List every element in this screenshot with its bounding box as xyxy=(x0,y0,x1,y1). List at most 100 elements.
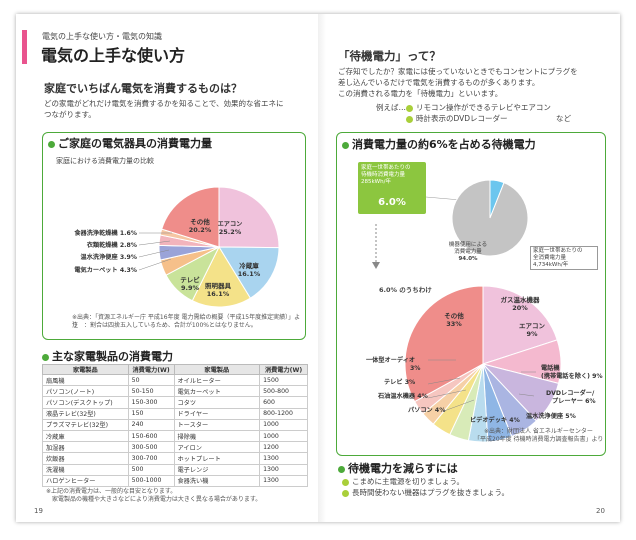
watt-cell: 300-500 xyxy=(127,441,175,454)
appliance-cell: オイルヒーター xyxy=(173,373,261,387)
watt-cell: 50-150 xyxy=(127,385,175,398)
appliance-cell: 加湿器 xyxy=(42,441,129,454)
pct-tv: 9.9% xyxy=(181,284,200,292)
watt-cell: 1300 xyxy=(259,474,308,487)
example-2: 時計表示のDVDレコーダー xyxy=(406,113,508,124)
watt-cell: 240 xyxy=(127,418,175,431)
label-toilet-seat: 温水洗浄便座 3.9% xyxy=(81,253,137,261)
table-row: パソコン(デスクトップ) 150-300 コタツ 600 xyxy=(42,396,308,409)
appliance-cell: アイロン xyxy=(173,441,261,454)
appliance-cell: トースター xyxy=(173,418,261,431)
col-header: 家電製品 xyxy=(173,364,261,375)
reduce-2: 長時間使わない機器はプラグを抜きましょう。 xyxy=(342,487,509,498)
label-dishwasher: 食器洗浄乾燥機 1.6% xyxy=(73,229,137,237)
label-oil-water: 石油温水機器 4% xyxy=(377,392,428,400)
standby-text-1: ご存知でしたか？家電には使っていないときでもコンセントにプラグを xyxy=(338,67,578,76)
appliance-cell: パソコン(ノート) xyxy=(42,385,129,398)
appliance-pie-slices xyxy=(158,186,280,308)
breakdown-label: 6.0% のうちわけ xyxy=(379,286,432,294)
appliance-cell: 液晶テレビ(32型) xyxy=(42,407,129,420)
breakdown-slice-0 xyxy=(482,285,558,365)
appliance-cell: ホットプレート xyxy=(173,452,261,465)
pct-gas-water: 20% xyxy=(512,304,528,312)
watt-cell: 1500 xyxy=(259,373,308,387)
table-row: 液晶テレビ(32型) 150 ドライヤー 800-1200 xyxy=(42,407,308,420)
table-row: 冷蔵庫 150-600 掃除機 1000 xyxy=(42,429,308,443)
col-header: 家電製品 xyxy=(42,364,129,375)
appliance-cell: 扇風機 xyxy=(42,373,129,387)
breadcrumb: 電気の上手な使い方・電気の知識 xyxy=(42,32,162,41)
appliance-pie-chart: エアコン 25.2% 冷蔵庫 16.1% 照明器具 16.1% テレビ 9.9%… xyxy=(73,186,280,308)
label-dvd-sub: プレーヤー 6% xyxy=(552,397,596,405)
watt-cell: 500-800 xyxy=(259,385,308,398)
watt-cell: 800-1200 xyxy=(259,407,308,420)
power-table: 家電製品 消費電力(W) 家電製品 消費電力(W) 扇風機 50 オイルヒーター 15… xyxy=(42,364,308,487)
pct-aircon-2: 9% xyxy=(526,330,538,338)
label-dvd: DVDレコーダー/ xyxy=(546,389,595,397)
table-row: 扇風機 50 オイルヒーター 1500 xyxy=(42,373,308,387)
watt-cell: 600 xyxy=(259,396,308,409)
standby-text-2: 差し込んでいるだけで電気を消費するものが多くあります。 xyxy=(338,78,540,87)
total-box: 家庭一世帯あたりの 全消費電力量 4,734kWh/年 xyxy=(530,246,598,270)
watt-cell: 150-600 xyxy=(127,429,175,443)
chart-source-1: ※出典：「資源エネルギー庁 平成16年度 電力需給の概要（平成15年度推定実績）… xyxy=(72,314,301,329)
pct-other: 20.2% xyxy=(189,226,212,234)
watt-cell: 300-700 xyxy=(127,452,175,465)
section-heading: 家庭でいちばん電気を消費するものは？ xyxy=(44,82,242,95)
page-number-right: 20 xyxy=(596,507,605,515)
label-toilet-seat-2: 温水洗浄便座 5% xyxy=(526,412,576,420)
standby-box xyxy=(358,162,426,214)
table-row: 炊飯器 300-700 ホットプレート 1300 xyxy=(42,452,308,465)
label-carpet: 電気カーペット 4.3% xyxy=(74,266,137,274)
label-phone: 電話機 xyxy=(541,364,560,372)
appliance-slice-1 xyxy=(218,246,280,299)
appliance-cell: 炊飯器 xyxy=(42,452,129,465)
label-pc: パソコン 4% xyxy=(408,406,445,414)
power-table-body: 扇風機 50 オイルヒーター 1500 パソコン(ノート) 50-150 電気カーペット 50… xyxy=(42,373,308,487)
table-note-1: ※上記の消費電力は、一般的な目安となります。 xyxy=(46,488,177,495)
label-lighting: 照明器具 xyxy=(205,281,232,290)
watt-cell: 1000 xyxy=(259,429,308,443)
table-title: 主な家電製品の消費電力 xyxy=(42,348,173,364)
appliance-cell: 電子レンジ xyxy=(173,463,261,476)
bullet-icon xyxy=(406,104,413,112)
label-phone-sub: (携帯電話を除く) 9% xyxy=(541,372,603,380)
bullet-icon xyxy=(406,115,413,123)
page-gutter xyxy=(318,14,326,522)
table-row: 洗濯機 500 電子レンジ 1300 xyxy=(42,463,308,476)
example-1: リモコン操作ができるテレビやエアコン xyxy=(406,102,551,113)
appliance-slice-0 xyxy=(218,186,280,249)
standby-slice-1 xyxy=(451,179,529,257)
watt-cell: 1300 xyxy=(259,452,308,465)
bullet-icon xyxy=(342,478,349,486)
table-row: プラズマテレビ(32型) 240 トースター 1000 xyxy=(42,418,308,431)
bullet-icon xyxy=(338,465,345,473)
standby-panel-title: 消費電力量の約6%を占める待機電力 xyxy=(342,136,536,152)
label-gas-water: ガス温水機器 xyxy=(501,295,541,304)
label-tv: テレビ xyxy=(180,275,200,284)
standby-text-3: この消費される電力を「待機電力」といいます。 xyxy=(338,89,503,98)
page-number-left: 19 xyxy=(34,507,43,515)
pct-fridge: 16.1% xyxy=(238,270,261,278)
table-row: 加湿器 300-500 アイロン 1200 xyxy=(42,441,308,454)
appliance-cell: ドライヤー xyxy=(173,407,261,420)
bullet-icon xyxy=(342,489,349,497)
pct-aircon: 25.2% xyxy=(219,228,242,236)
appliance-slice-2 xyxy=(191,245,252,308)
watt-cell: 1000 xyxy=(259,418,308,431)
appliance-cell: プラズマテレビ(32型) xyxy=(42,418,129,431)
appliance-cell: 食器洗い機 xyxy=(173,474,261,487)
example-label: 例えば… xyxy=(376,103,406,112)
label-other: その他 xyxy=(190,217,210,226)
appliance-cell: 洗濯機 xyxy=(42,463,129,476)
pct-lighting: 16.1% xyxy=(207,290,230,298)
page-title: 電気の上手な使い方 xyxy=(41,46,186,65)
appliance-cell: 電気カーペット xyxy=(173,385,261,398)
bullet-icon xyxy=(42,353,49,361)
label-tv-2: テレビ 3% xyxy=(384,378,415,386)
standby-charts: ガス温水機器 20% エアコン 9% その他 33% 電話機 (携帯電話を除く)… xyxy=(366,179,603,443)
col-header: 消費電力(W) xyxy=(127,364,175,375)
intro-line-2: つながります。 xyxy=(44,110,96,119)
standby-pie-slices xyxy=(451,179,529,257)
standby-source-1: ※出典：財団法人 省エネルギーセンター xyxy=(484,428,593,435)
